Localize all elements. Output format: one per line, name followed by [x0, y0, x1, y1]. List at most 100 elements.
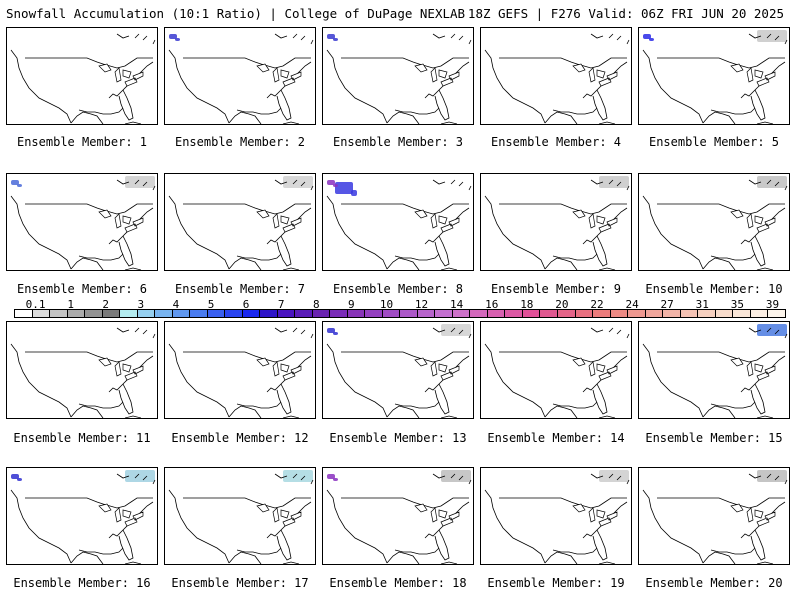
ensemble-member-map — [6, 173, 158, 271]
coastline-border-lines — [168, 473, 314, 564]
ensemble-member-map — [638, 467, 790, 565]
colorbar-swatch — [505, 310, 523, 317]
snowfall-area-northeast-canada — [125, 470, 155, 482]
colorbar-tick-label: 0.1 — [25, 298, 46, 311]
snowfall-area-northeast-canada — [757, 324, 787, 336]
colorbar-swatch — [67, 310, 86, 317]
colorbar-tick-label: 35 — [730, 298, 744, 311]
snowfall-area-pacific-northwest — [333, 332, 338, 335]
us-basemap — [484, 327, 630, 418]
colorbar-tick-label: 24 — [625, 298, 639, 311]
colorbar-swatch — [628, 310, 646, 317]
ensemble-member-label: Ensemble Member: 16 — [13, 576, 151, 590]
us-basemap — [326, 324, 472, 418]
colorbar-swatch — [400, 310, 418, 317]
coastline-border-lines — [642, 327, 788, 418]
us-basemap — [10, 176, 156, 270]
ensemble-member-label: Ensemble Member: 20 — [645, 576, 783, 590]
us-basemap — [642, 30, 788, 124]
ensemble-member-map — [322, 27, 474, 125]
coastline-border-lines — [642, 33, 788, 124]
colorbar-swatch — [715, 310, 734, 317]
us-basemap — [168, 327, 314, 418]
us-basemap — [642, 176, 788, 270]
snowfall-area-pacific-northwest — [333, 38, 338, 41]
ensemble-member-map — [480, 467, 632, 565]
colorbar-swatch — [487, 310, 506, 317]
us-basemap — [642, 324, 788, 418]
valid-time: 18Z GEFS | F276 Valid: 06Z FRI JUN 20 20… — [467, 6, 784, 21]
snowfall-area-northeast-canada — [441, 470, 471, 482]
colorbar-tick-label: 5 — [207, 298, 215, 311]
colorbar-swatch — [680, 310, 699, 317]
snowfall-area-pacific-northwest — [327, 180, 335, 185]
colorbar-tick-label: 1 — [67, 298, 74, 311]
us-basemap — [168, 176, 314, 270]
colorbar-tick-label: 8 — [312, 298, 320, 311]
ensemble-member-label: Ensemble Member: 3 — [332, 135, 464, 149]
colorbar-tick-label: 12 — [414, 298, 429, 311]
colorbar-tick-label: 16 — [485, 298, 499, 311]
ensemble-member-map — [480, 173, 632, 271]
coastline-border-lines — [168, 179, 314, 270]
snowfall-area-northern-rockies — [351, 190, 357, 196]
coastline-border-lines — [10, 33, 156, 124]
ensemble-member-map — [638, 27, 790, 125]
coastline-border-lines — [642, 179, 788, 270]
us-basemap — [484, 176, 630, 270]
snowfall-area-pacific-northwest — [327, 34, 335, 39]
snowfall-area-northeast-canada — [757, 176, 787, 188]
colorbar-swatch — [733, 310, 751, 317]
ensemble-member-map — [164, 467, 316, 565]
colorbar-swatch — [330, 310, 348, 317]
ensemble-member-map — [6, 27, 158, 125]
ensemble-member-map — [164, 321, 316, 419]
map-title: Snowfall Accumulation (10:1 Ratio) | Col… — [6, 6, 466, 21]
us-basemap — [326, 33, 472, 124]
snowfall-area-northeast-canada — [599, 470, 629, 482]
snowfall-area-pacific-northwest — [11, 180, 19, 185]
colorbar-swatch — [557, 310, 576, 317]
colorbar-swatch — [85, 310, 103, 317]
ensemble-member-map — [480, 321, 632, 419]
colorbar-swatch — [382, 310, 401, 317]
colorbar-swatches — [14, 309, 786, 318]
snowfall-area-pacific-northwest — [11, 474, 19, 479]
colorbar-swatch — [698, 310, 716, 317]
colorbar-swatch — [645, 310, 664, 317]
colorbar-swatch — [172, 310, 191, 317]
ensemble-member-label: Ensemble Member: 7 — [174, 282, 306, 296]
coastline-border-lines — [168, 33, 314, 124]
ensemble-member-map — [6, 467, 158, 565]
colorbar-swatch — [15, 310, 33, 317]
ensemble-member-label: Ensemble Member: 18 — [329, 576, 467, 590]
colorbar-swatch — [593, 310, 611, 317]
snowfall-area-pacific-northwest — [327, 328, 335, 333]
coastline-border-lines — [326, 33, 472, 124]
ensemble-member-map — [164, 27, 316, 125]
ensemble-member-label: Ensemble Member: 12 — [171, 431, 309, 445]
ensemble-member-map — [164, 173, 316, 271]
coastline-border-lines — [484, 179, 630, 270]
snowfall-area-pacific-northwest — [649, 38, 654, 41]
colorbar-swatch — [260, 310, 278, 317]
colorbar-tick-label: 2 — [102, 298, 110, 311]
ensemble-member-map — [638, 173, 790, 271]
coastline-border-lines — [10, 473, 156, 564]
ensemble-member-label: Ensemble Member: 11 — [13, 431, 151, 445]
snowfall-area-northeast-canada — [441, 324, 471, 336]
ensemble-member-label: Ensemble Member: 1 — [16, 135, 148, 149]
us-basemap — [168, 470, 314, 564]
snowfall-area-pacific-northwest — [327, 474, 335, 479]
snowfall-area-pacific-northwest — [333, 184, 338, 187]
colorbar-tick-label: 9 — [348, 298, 355, 311]
ensemble-member-label: Ensemble Member: 19 — [487, 576, 625, 590]
colorbar-swatch — [452, 310, 471, 317]
snowfall-area-pacific-northwest — [17, 478, 22, 481]
coastline-border-lines — [484, 33, 630, 124]
colorbar-tick-label: 18 — [520, 298, 534, 311]
colorbar-swatch — [435, 310, 453, 317]
ensemble-member-label: Ensemble Member: 5 — [648, 135, 780, 149]
colorbar-tick-label: 20 — [555, 298, 569, 311]
coastline-border-lines — [484, 327, 630, 418]
